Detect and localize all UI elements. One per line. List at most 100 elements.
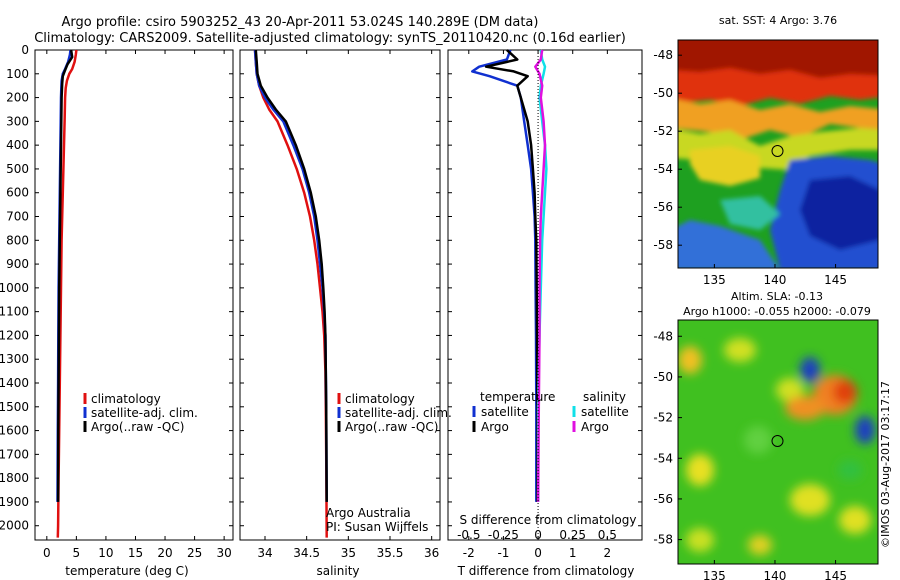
x-tick-label: 34 — [257, 546, 272, 560]
x-tick-label: 30 — [216, 546, 231, 560]
x-tick-label: 25 — [187, 546, 202, 560]
legend-label-satellite: satellite-adj. clim. — [91, 406, 198, 420]
difference-plot-frame — [447, 49, 643, 541]
x-tick-label: 0 — [43, 546, 51, 560]
series-line-t-argo — [484, 49, 539, 502]
legend-label-climatology: climatology — [91, 392, 161, 406]
salinity-axis-ticks: 34 34.5 35 35.5 36 — [240, 49, 440, 560]
sla-map-title: Altim. SLA: -0.13 — [731, 290, 823, 303]
y-tick-label: 1700 — [0, 447, 29, 461]
salinity-xlabel: salinity — [316, 564, 359, 578]
sla-map-subtitle: Argo h1000: -0.055 h2000: -0.079 — [683, 305, 871, 318]
map-y-tick-label: -48 — [653, 48, 673, 62]
y-tick-label: 1900 — [0, 495, 29, 509]
series-line-argo-raw-qc- — [56, 49, 74, 502]
series-line-argo-raw-qc- — [254, 49, 328, 502]
legend-title-temperature: temperature — [480, 390, 555, 404]
temperature-series — [56, 49, 78, 538]
y-tick-label: 900 — [6, 257, 29, 271]
sla-map-axis-ticks: 135 140 145 -48 -50 -52 -54 -56 -58 — [653, 329, 847, 580]
sla-argo-location-marker — [771, 435, 784, 447]
y-tick-label: 1500 — [0, 400, 29, 414]
map-x-tick-label: 140 — [764, 569, 787, 580]
map-y-tick-label: -52 — [653, 411, 673, 425]
difference-axis-ticks: -2 -1 0 1 2 -0.5 -0.25 0 0.25 0.5 — [448, 49, 642, 560]
difference-legend-temperature: temperature satellite Argo — [472, 390, 555, 434]
salinity-series — [253, 49, 328, 538]
y-tick-label: 1200 — [0, 328, 29, 342]
sst-argo-location-marker — [771, 145, 784, 157]
x2-tick-label: 0.5 — [598, 528, 617, 542]
series-line-satellite-adj-clim- — [253, 49, 328, 502]
x-tick-label: -2 — [463, 546, 475, 560]
map-y-tick-label: -54 — [653, 162, 673, 176]
x-tick-label: 34.5 — [293, 546, 320, 560]
salinity-plot-frame — [239, 49, 441, 541]
sst-map-title: sat. SST: 4 Argo: 3.76 — [719, 14, 837, 27]
difference-series — [471, 49, 548, 502]
temperature-legend: climatology satellite-adj. clim. Argo(..… — [83, 392, 198, 434]
legend-label-t-satellite: satellite — [481, 405, 529, 419]
figure-title-line2: Climatology: CARS2009. Satellite-adjuste… — [34, 31, 626, 46]
legend-label-argo: Argo(..raw -QC) — [345, 420, 438, 434]
map-x-tick-label: 135 — [703, 273, 726, 287]
map-y-tick-label: -52 — [653, 124, 673, 138]
y-tick-label: 0 — [21, 43, 29, 57]
y-tick-label: 1100 — [0, 305, 29, 319]
x-tick-label: 10 — [98, 546, 113, 560]
y-tick-label: 800 — [6, 233, 29, 247]
y-tick-label: 1600 — [0, 424, 29, 438]
legend-label-s-satellite: satellite — [581, 405, 629, 419]
x2-tick-label: 0 — [534, 528, 542, 542]
temperature-axis-ticks: 0 5 10 15 20 25 300100200300400500600700800900… — [0, 43, 233, 560]
salinity-legend: climatology satellite-adj. clim. Argo(..… — [337, 392, 452, 434]
legend-label-argo: Argo(..raw -QC) — [91, 420, 184, 434]
imos-watermark: ©IMOS 03-Aug-2017 03:17:17 — [879, 381, 892, 548]
map-y-tick-label: -58 — [653, 238, 673, 252]
legend-title-salinity: salinity — [583, 390, 626, 404]
map-y-tick-label: -56 — [653, 492, 673, 506]
sla-map-frame — [677, 319, 879, 565]
legend-label-climatology: climatology — [345, 392, 415, 406]
temperature-xlabel: temperature (deg C) — [65, 564, 188, 578]
map-x-tick-label: 145 — [824, 273, 847, 287]
y-tick-label: 500 — [6, 162, 29, 176]
x2-tick-label: -0.25 — [488, 528, 519, 542]
legend-label-s-argo: Argo — [581, 420, 609, 434]
map-y-tick-label: -54 — [653, 451, 673, 465]
x2-tick-label: -0.5 — [457, 528, 480, 542]
series-line-s-argo — [534, 49, 547, 502]
x-tick-label: 35.5 — [377, 546, 404, 560]
difference-xlabel-t: T difference from climatology — [457, 564, 635, 578]
map-y-tick-label: -48 — [653, 329, 673, 343]
x-tick-label: 1 — [569, 546, 577, 560]
y-tick-label: 1300 — [0, 352, 29, 366]
y-tick-label: 1000 — [0, 281, 29, 295]
map-y-tick-label: -56 — [653, 200, 673, 214]
difference-xlabel-s: S difference from climatology — [460, 513, 637, 527]
map-y-tick-label: -50 — [653, 86, 673, 100]
map-y-tick-label: -50 — [653, 370, 673, 384]
x-tick-label: 36 — [424, 546, 439, 560]
x-tick-label: 35 — [341, 546, 356, 560]
map-x-tick-label: 140 — [764, 273, 787, 287]
y-tick-label: 200 — [6, 91, 29, 105]
x-tick-label: 15 — [128, 546, 143, 560]
sst-map-frame — [677, 39, 879, 269]
temperature-plot-frame — [34, 49, 234, 541]
x-tick-label: 20 — [157, 546, 172, 560]
x-tick-label: 5 — [73, 546, 81, 560]
x-tick-label: 0 — [534, 546, 542, 560]
sst-heatmap — [678, 40, 878, 268]
legend-label-t-argo: Argo — [481, 420, 509, 434]
map-y-tick-label: -58 — [653, 533, 673, 547]
sst-map-axis-ticks: 135 140 145 -48 -50 -52 -54 -56 -58 — [653, 48, 847, 287]
x-tick-label: 2 — [604, 546, 612, 560]
y-tick-label: 1800 — [0, 471, 29, 485]
figure-title-line1: Argo profile: csiro 5903252_43 20-Apr-20… — [62, 15, 539, 30]
map-x-tick-label: 135 — [703, 569, 726, 580]
y-tick-label: 300 — [6, 114, 29, 128]
map-x-tick-label: 145 — [824, 569, 847, 580]
credit-argo-australia: Argo Australia — [326, 506, 411, 520]
